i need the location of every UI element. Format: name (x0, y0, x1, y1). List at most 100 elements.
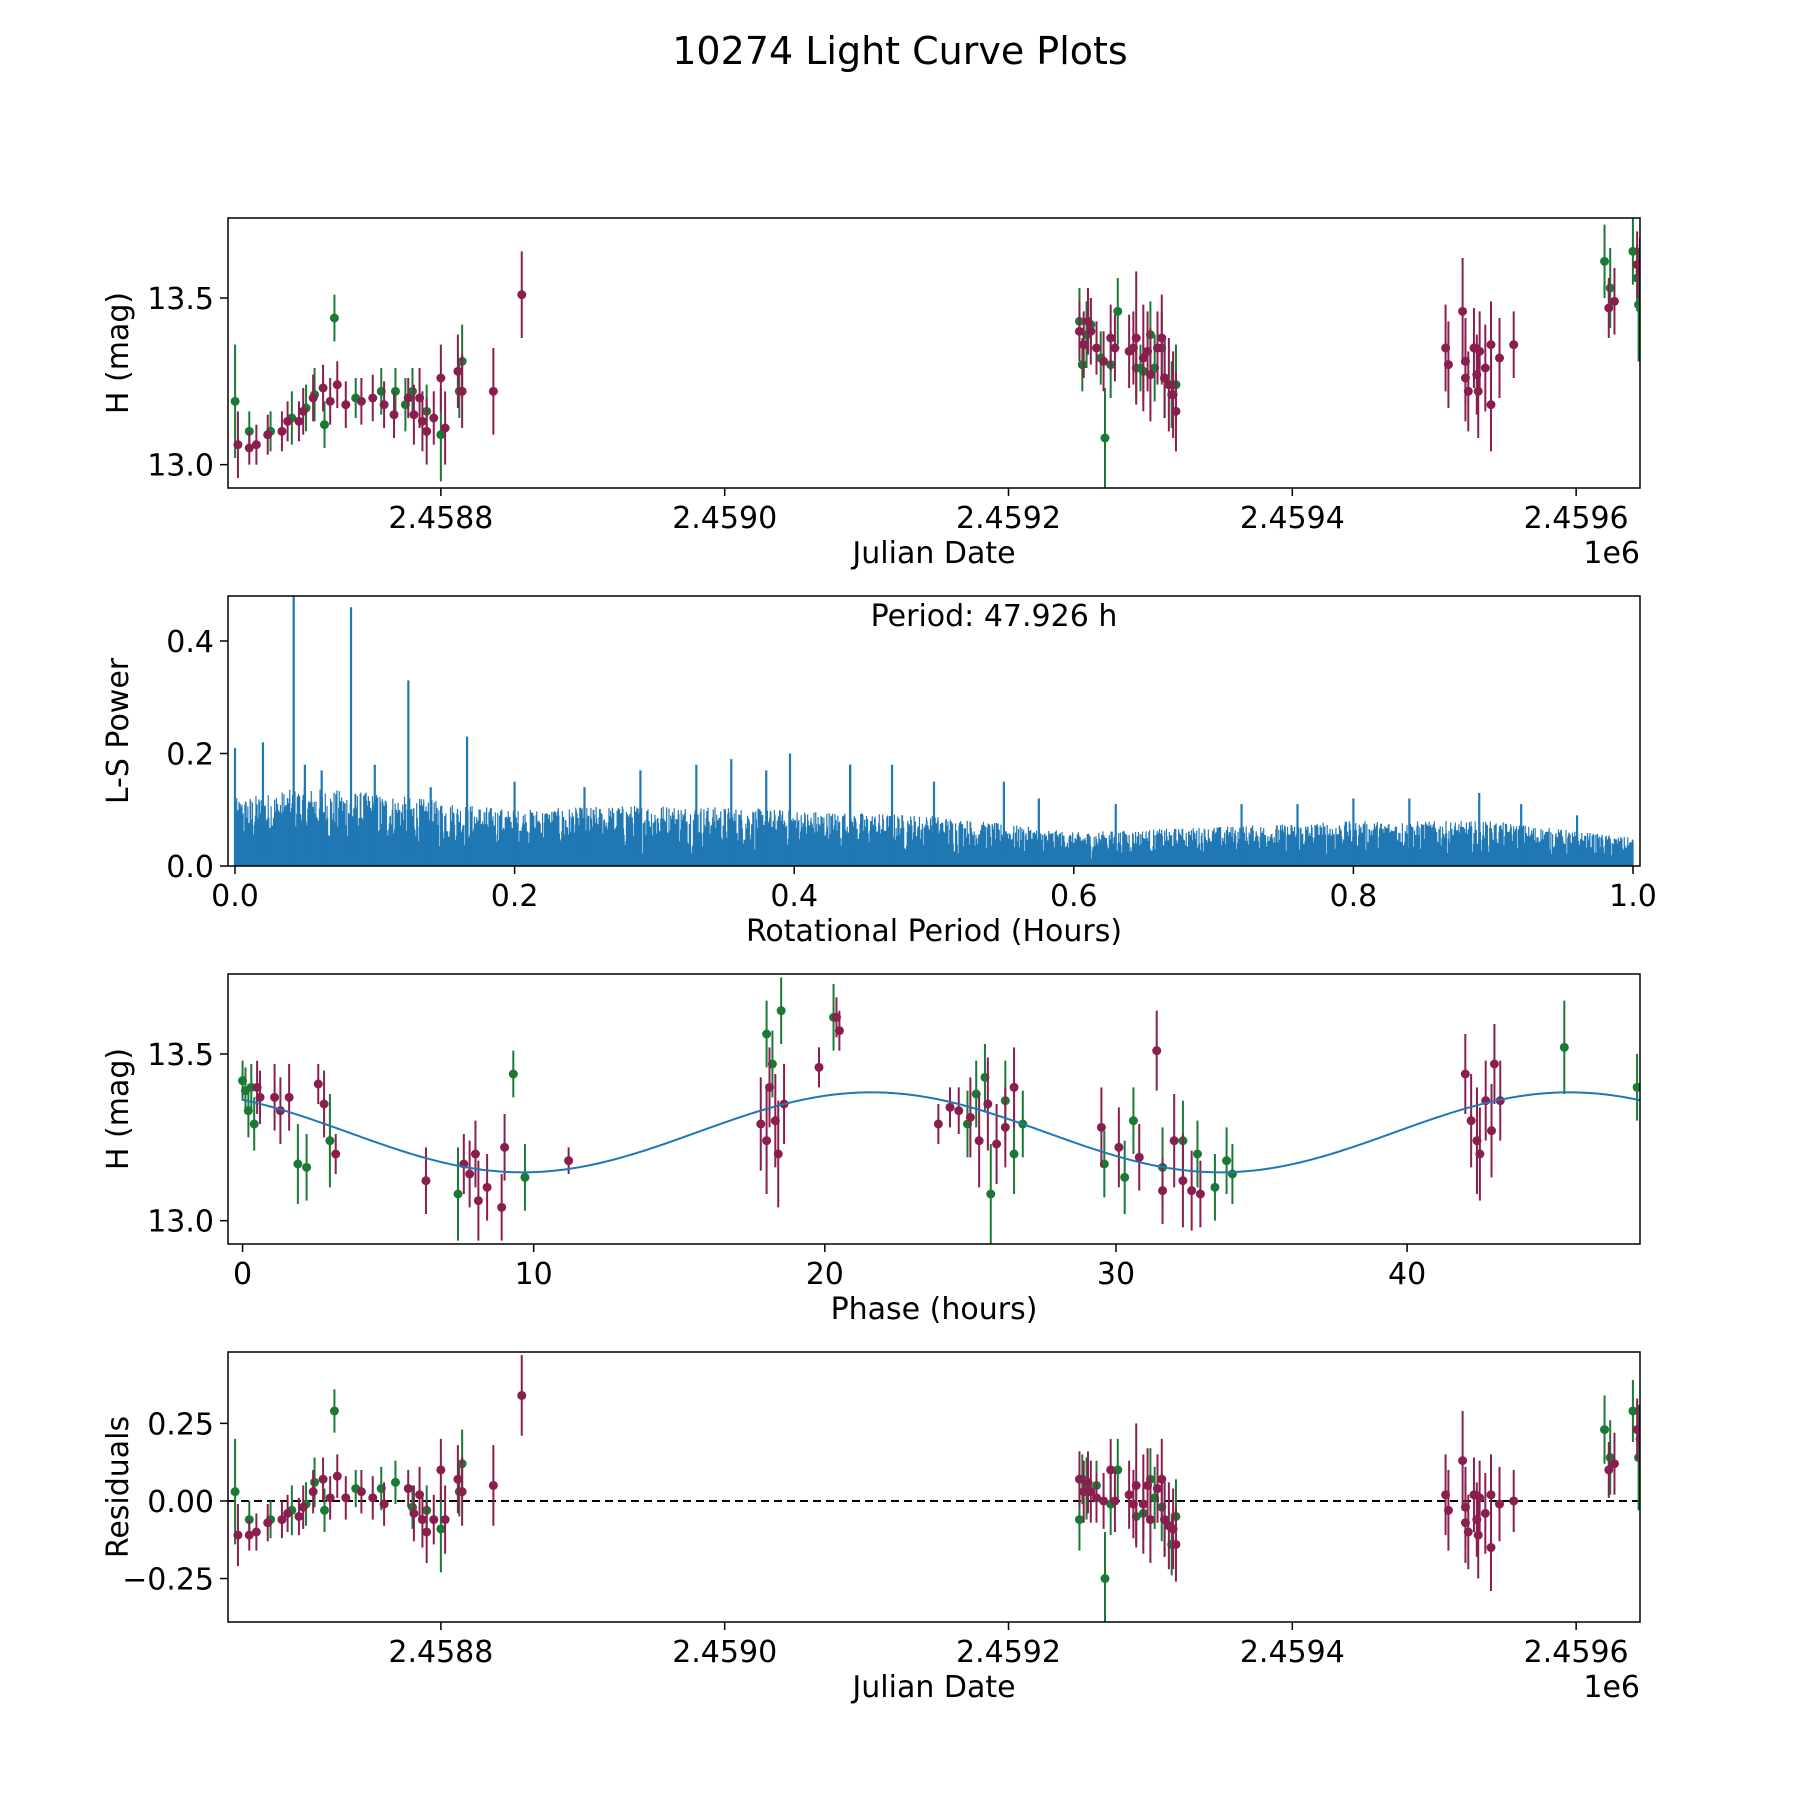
data-point-r (1131, 1480, 1141, 1490)
data-point-r (263, 430, 273, 440)
data-point-r (500, 1142, 510, 1152)
x-offset-label: 1e6 (1583, 1670, 1640, 1705)
data-point-r (1138, 353, 1148, 363)
data-point-g (325, 1136, 335, 1146)
y-tick-label: 0.25 (147, 1407, 214, 1442)
data-point-g (302, 1162, 312, 1172)
data-point-r (1134, 1152, 1144, 1162)
data-point-r (1486, 1490, 1496, 1500)
data-point-r (564, 1156, 574, 1166)
data-point-r (341, 400, 351, 410)
data-point-r (488, 1480, 498, 1490)
data-point-r (1475, 346, 1485, 356)
data-point-r (814, 1062, 824, 1072)
data-point-r (1480, 363, 1490, 373)
y-tick-label: 0.4 (166, 625, 214, 660)
data-point-r (436, 373, 446, 383)
data-point-r (277, 1515, 287, 1525)
data-point-g (762, 1029, 772, 1039)
data-point-g (1600, 1425, 1610, 1435)
data-point-r (834, 1026, 844, 1036)
x-tick-label: 0.8 (1330, 879, 1378, 914)
x-tick-label: 10 (515, 1257, 553, 1292)
data-point-r (1495, 1499, 1505, 1509)
data-point-r (277, 426, 287, 436)
data-point-r (1074, 326, 1084, 336)
data-point-r (389, 410, 399, 420)
data-point-g (1605, 283, 1615, 293)
data-point-g (1113, 306, 1123, 316)
data-point-r (294, 416, 304, 426)
y-tick-label: 0.00 (147, 1485, 214, 1520)
data-point-r (983, 1099, 993, 1109)
x-tick-label: 2.4590 (672, 501, 777, 536)
data-point-r (270, 1092, 280, 1102)
data-point-r (298, 1502, 308, 1512)
data-point-r (422, 426, 432, 436)
data-point-g (1210, 1182, 1220, 1192)
data-point-g (243, 1106, 253, 1116)
data-point-g (436, 430, 446, 440)
data-point-r (244, 443, 254, 453)
light-curve-panel: 2.4588 2.4590 2.4592 2.4594 2.4596 13.0 13.5 Ju… (101, 217, 1641, 571)
data-point-g (230, 1487, 240, 1497)
data-point-r (1486, 340, 1496, 350)
data-point-r (409, 1508, 419, 1518)
data-point-r (1169, 1136, 1179, 1146)
data-point-g (329, 1406, 339, 1416)
x-axis-label: Julian Date (850, 1670, 1015, 1705)
data-point-r (457, 386, 467, 396)
data-point-r (933, 1119, 943, 1129)
data-point-r (954, 1106, 964, 1116)
data-point-g (1628, 1406, 1638, 1416)
data-point-r (244, 1530, 254, 1540)
x-tick-label: 2.4594 (1240, 501, 1345, 536)
data-point-g (1634, 300, 1640, 310)
data-point-r (517, 290, 527, 300)
y-tick-label: 13.0 (147, 1205, 214, 1240)
data-point-r (1164, 380, 1174, 390)
data-point-r (356, 1487, 366, 1497)
data-point-r (1158, 1186, 1168, 1196)
data-point-r (974, 1136, 984, 1146)
x-tick-label: 0.0 (211, 879, 259, 914)
data-point-r (945, 1102, 955, 1112)
data-point-r (283, 1508, 293, 1518)
data-point-r (1460, 1069, 1470, 1079)
data-point-r (1486, 1543, 1496, 1553)
data-point-r (294, 1511, 304, 1521)
data-point-r (1480, 1508, 1490, 1518)
data-point-r (1458, 306, 1468, 316)
x-tick-label: 2.4594 (1240, 1635, 1345, 1670)
data-point-g (1222, 1156, 1232, 1166)
data-point-r (1609, 296, 1619, 306)
data-point-r (298, 406, 308, 416)
data-point-r (517, 1390, 527, 1400)
data-point-r (308, 1487, 318, 1497)
x-tick-label: 2.4592 (956, 1635, 1061, 1670)
y-axis-label: H (mag) (101, 1048, 136, 1170)
data-point-r (453, 366, 463, 376)
data-point-r (965, 1112, 975, 1122)
x-tick-label: 2.4592 (956, 501, 1061, 536)
data-point-r (422, 1527, 432, 1537)
data-point-r (233, 440, 243, 450)
data-point-r (313, 1079, 323, 1089)
x-tick-label: 0.4 (770, 879, 818, 914)
data-point-r (1178, 1176, 1188, 1186)
x-axis-label: Julian Date (850, 536, 1015, 571)
data-point-r (1086, 1487, 1096, 1497)
data-point-r (457, 1487, 467, 1497)
data-point-r (1157, 1474, 1167, 1484)
data-point-g (390, 1477, 400, 1487)
data-point-r (319, 1099, 329, 1109)
fit-layer (242, 1091, 1640, 1174)
data-point-r (465, 1169, 475, 1179)
data-point-r (1632, 1425, 1640, 1435)
data-point-r (318, 1474, 328, 1484)
data-point-r (773, 1149, 783, 1159)
data-point-r (1604, 303, 1614, 313)
data-point-g (508, 1069, 518, 1079)
data-point-r (1609, 1459, 1619, 1469)
